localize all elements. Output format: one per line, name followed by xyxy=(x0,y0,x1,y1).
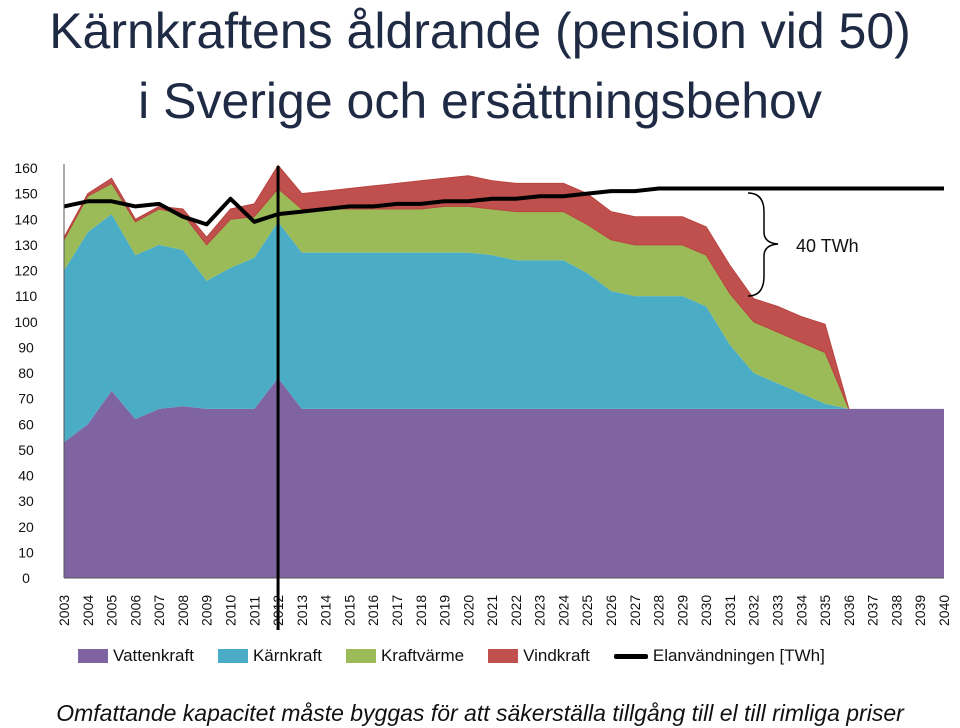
x-tick-label: 2022 xyxy=(508,595,524,626)
y-tick-label: 10 xyxy=(18,544,34,560)
annotation-bracket xyxy=(747,192,779,297)
x-tick-label: 2020 xyxy=(460,595,476,626)
demand-line-layer xyxy=(63,186,944,227)
x-tick-label: 2015 xyxy=(341,595,357,626)
x-tick-label: 2027 xyxy=(627,595,643,626)
legend-label-vindkraft: Vindkraft xyxy=(523,646,590,665)
annotation-layer: 40 TWh xyxy=(747,192,859,297)
x-tick-label: 2011 xyxy=(246,596,262,626)
x-tick-label: 2038 xyxy=(888,595,904,626)
legend-item-elanvandningen: Elanvändningen [TWh] xyxy=(613,646,825,666)
legend-item-karnkraft: Kärnkraft xyxy=(217,646,322,666)
area-k-rnkraft xyxy=(64,214,849,443)
y-tick-label: 100 xyxy=(14,314,38,330)
legend-label-elanvandningen: Elanvändningen [TWh] xyxy=(652,646,825,665)
area-kraftv-rme xyxy=(64,183,849,409)
stacked-area-chart: 0102030405060708090100110120130140150160… xyxy=(14,160,952,630)
x-tick-label: 2004 xyxy=(80,595,96,626)
x-tick-label: 2013 xyxy=(294,595,310,626)
x-tick-label: 2023 xyxy=(532,595,548,626)
x-tick-label: 2033 xyxy=(770,595,786,626)
y-tick-label: 40 xyxy=(18,468,34,484)
axes xyxy=(63,164,944,630)
x-tick-label: 2003 xyxy=(56,595,72,626)
legend-label-karnkraft: Kärnkraft xyxy=(252,646,322,665)
line-elanvandningen xyxy=(63,186,944,227)
y-tick-label: 110 xyxy=(15,288,38,304)
x-tick-label: 2005 xyxy=(104,595,120,626)
x-tick-label: 2025 xyxy=(579,595,595,626)
x-tick-label: 2031 xyxy=(722,595,738,626)
x-tick-label: 2039 xyxy=(912,595,928,626)
y-tick-label: 150 xyxy=(14,186,38,202)
x-tick-label: 2019 xyxy=(437,595,453,626)
x-tick-label: 2016 xyxy=(365,595,381,626)
area-vattenkraft xyxy=(64,378,944,578)
x-tick-label: 2037 xyxy=(865,595,881,626)
x-tick-label: 2026 xyxy=(603,595,619,626)
legend-label-kraftvarme: Kraftvärme xyxy=(380,646,465,665)
x-tick-label: 2012 xyxy=(270,595,286,626)
footer-caption: Omfattande kapacitet måste byggas för at… xyxy=(56,700,904,726)
chart-title-line-1: Kärnkraftens åldrande (pension vid 50) xyxy=(49,3,911,59)
x-tick-label: 2010 xyxy=(223,595,239,626)
x-tick-label: 2032 xyxy=(746,595,762,626)
y-tick-label: 60 xyxy=(18,416,34,432)
y-tick-label: 0 xyxy=(22,570,30,586)
legend: Vattenkraft Kärnkraft Kraftvärme Vindkra… xyxy=(78,644,849,668)
legend-swatch-vindkraft xyxy=(488,649,519,663)
x-tick-label: 2040 xyxy=(936,595,952,626)
legend-label-vattenkraft: Vattenkraft xyxy=(113,646,194,665)
x-tick-label: 2008 xyxy=(175,595,191,626)
legend-item-kraftvarme: Kraftvärme xyxy=(345,646,465,666)
y-tick-label: 90 xyxy=(18,339,34,355)
y-tick-label: 80 xyxy=(18,365,34,381)
y-tick-label: 120 xyxy=(14,263,38,279)
y-tick-label: 140 xyxy=(14,211,38,227)
y-tick-label: 20 xyxy=(18,519,34,535)
y-tick-label: 30 xyxy=(18,493,34,509)
area-vindkraft xyxy=(63,164,850,410)
x-tick-label: 2030 xyxy=(698,595,714,626)
y-tick-label: 160 xyxy=(14,160,38,176)
x-tick-label: 2007 xyxy=(151,595,167,626)
y-tick-label: 130 xyxy=(14,237,38,253)
annotation-label: 40 TWh xyxy=(796,236,859,256)
x-tick-label: 2035 xyxy=(817,595,833,626)
x-tick-label: 2034 xyxy=(793,595,809,626)
x-tick-label: 2024 xyxy=(556,595,572,626)
x-tick-label: 2006 xyxy=(127,595,143,626)
x-tick-label: 2029 xyxy=(674,595,690,626)
x-tick-label: 2018 xyxy=(413,595,429,626)
y-axis-ticks: 0 10 20 30 40 50 60 70 80 90 100 110 120 130 140 150 160 xyxy=(14,160,38,586)
legend-swatch-karnkraft xyxy=(217,649,248,663)
y-tick-label: 70 xyxy=(18,391,34,407)
x-tick-label: 2017 xyxy=(389,595,405,626)
legend-swatch-kraftvarme xyxy=(345,649,376,663)
chart-title-line-2: i Sverige och ersättningsbehov xyxy=(138,73,822,129)
legend-swatch-elanvandningen xyxy=(613,653,648,659)
x-tick-label: 2036 xyxy=(841,595,857,626)
x-tick-label: 2028 xyxy=(651,595,667,626)
x-tick-label: 2009 xyxy=(199,595,215,626)
y-tick-label: 50 xyxy=(18,442,34,458)
legend-swatch-vattenkraft xyxy=(78,649,108,663)
series-areas xyxy=(63,164,944,578)
x-axis-labels: 2003 2004 2005 2006 2007 2008 2009 2010 2011 2012… xyxy=(56,595,952,626)
legend-item-vindkraft: Vindkraft xyxy=(488,646,590,666)
legend-item-vattenkraft: Vattenkraft xyxy=(78,646,194,666)
x-tick-label: 2014 xyxy=(318,595,334,626)
x-tick-label: 2021 xyxy=(484,595,500,626)
